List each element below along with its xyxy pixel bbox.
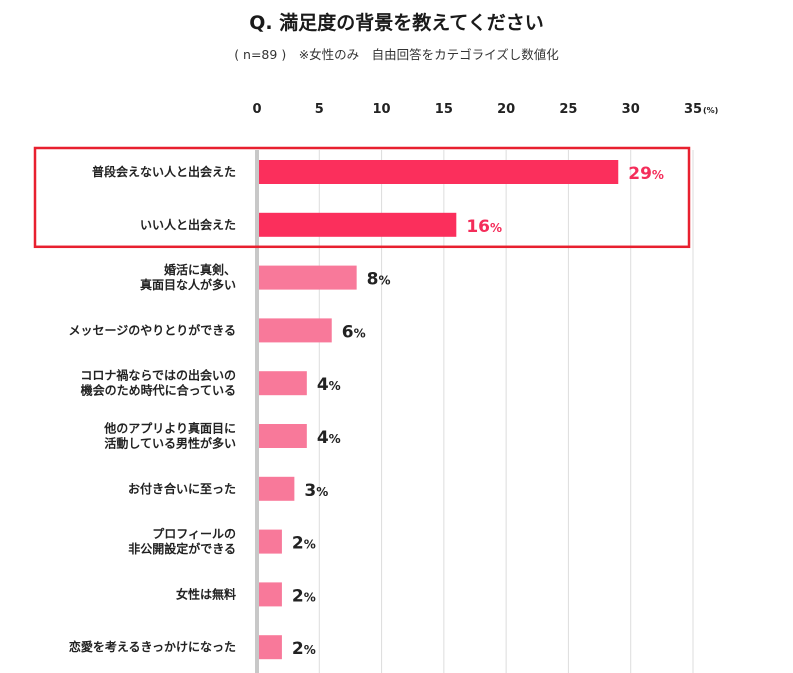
value-percent-sign: % (490, 221, 502, 235)
category-label: 普段会えない人と出会えた (92, 164, 236, 179)
bar (259, 371, 307, 396)
value-label: 2% (292, 639, 316, 659)
x-tick-label: 35 (684, 102, 702, 117)
x-axis-ticks: 0 5 10 15 20 25 30 35 (%) (252, 102, 718, 117)
value-labels: 29% 16% 8% 6% 4% 4% 3% 2% 2% 2% (292, 164, 664, 659)
chart-title: Q. 満足度の背景を教えてください (249, 12, 544, 34)
value-percent-sign: % (652, 168, 664, 182)
category-label: 機会のため時代に合っている (81, 383, 236, 398)
value-percent-sign: % (329, 432, 341, 446)
grid-lines (255, 150, 694, 673)
category-label: 恋愛を考えるきっかけになった (69, 639, 236, 654)
value-label: 2% (292, 534, 316, 554)
bar (259, 265, 357, 290)
category-label: 活動している男性が多い (104, 436, 236, 451)
value-label: 3% (304, 481, 328, 501)
category-labels: 普段会えない人と出会えたいい人と出会えた婚活に真剣、真面目な人が多いメッセージの… (68, 164, 236, 654)
bars (259, 160, 619, 660)
bar (259, 529, 282, 554)
value-percent-sign: % (329, 379, 341, 393)
bar (259, 318, 332, 343)
category-label: 非公開設定ができる (128, 541, 236, 556)
x-tick-label: 10 (373, 102, 391, 117)
x-tick-label: 25 (559, 102, 577, 117)
value-percent-sign: % (304, 643, 316, 657)
value-label: 6% (342, 322, 366, 342)
bar (259, 212, 457, 237)
value-label: 4% (317, 428, 341, 448)
value-label: 8% (367, 270, 391, 290)
x-unit-label: (%) (703, 106, 718, 115)
chart-subtitle: ( n=89 ) ※女性のみ 自由回答をカテゴライズし数値化 (234, 47, 559, 62)
category-label: メッセージのやりとりができる (68, 322, 236, 337)
bar (259, 424, 307, 448)
category-label: 他のアプリより真面目に (103, 421, 236, 436)
category-label: 真面目な人が多い (140, 277, 236, 292)
value-label: 2% (292, 586, 316, 606)
bar (259, 476, 295, 501)
value-percent-sign: % (316, 485, 328, 499)
value-label: 4% (317, 375, 341, 395)
highlight-frame (33, 146, 691, 249)
x-tick-label: 15 (435, 102, 453, 117)
x-tick-label: 30 (622, 102, 640, 117)
category-label: 女性は無料 (176, 586, 236, 601)
category-label: お付き合いに至った (128, 481, 236, 496)
category-label: プロフィールの (152, 526, 236, 541)
bar (259, 582, 282, 607)
category-label: いい人と出会えた (140, 217, 236, 232)
value-percent-sign: % (379, 274, 391, 288)
x-tick-label: 20 (497, 102, 515, 117)
bar (259, 635, 282, 660)
value-percent-sign: % (304, 590, 316, 604)
category-label: 婚活に真剣、 (164, 262, 236, 277)
value-label: 29% (628, 164, 664, 184)
value-percent-sign: % (354, 326, 366, 340)
x-tick-label: 5 (315, 102, 324, 117)
value-label: 16% (466, 217, 502, 237)
value-percent-sign: % (304, 538, 316, 552)
category-label: コロナ禍ならではの出会いの (80, 368, 236, 383)
x-tick-label: 0 (252, 102, 261, 117)
bar (259, 160, 619, 184)
